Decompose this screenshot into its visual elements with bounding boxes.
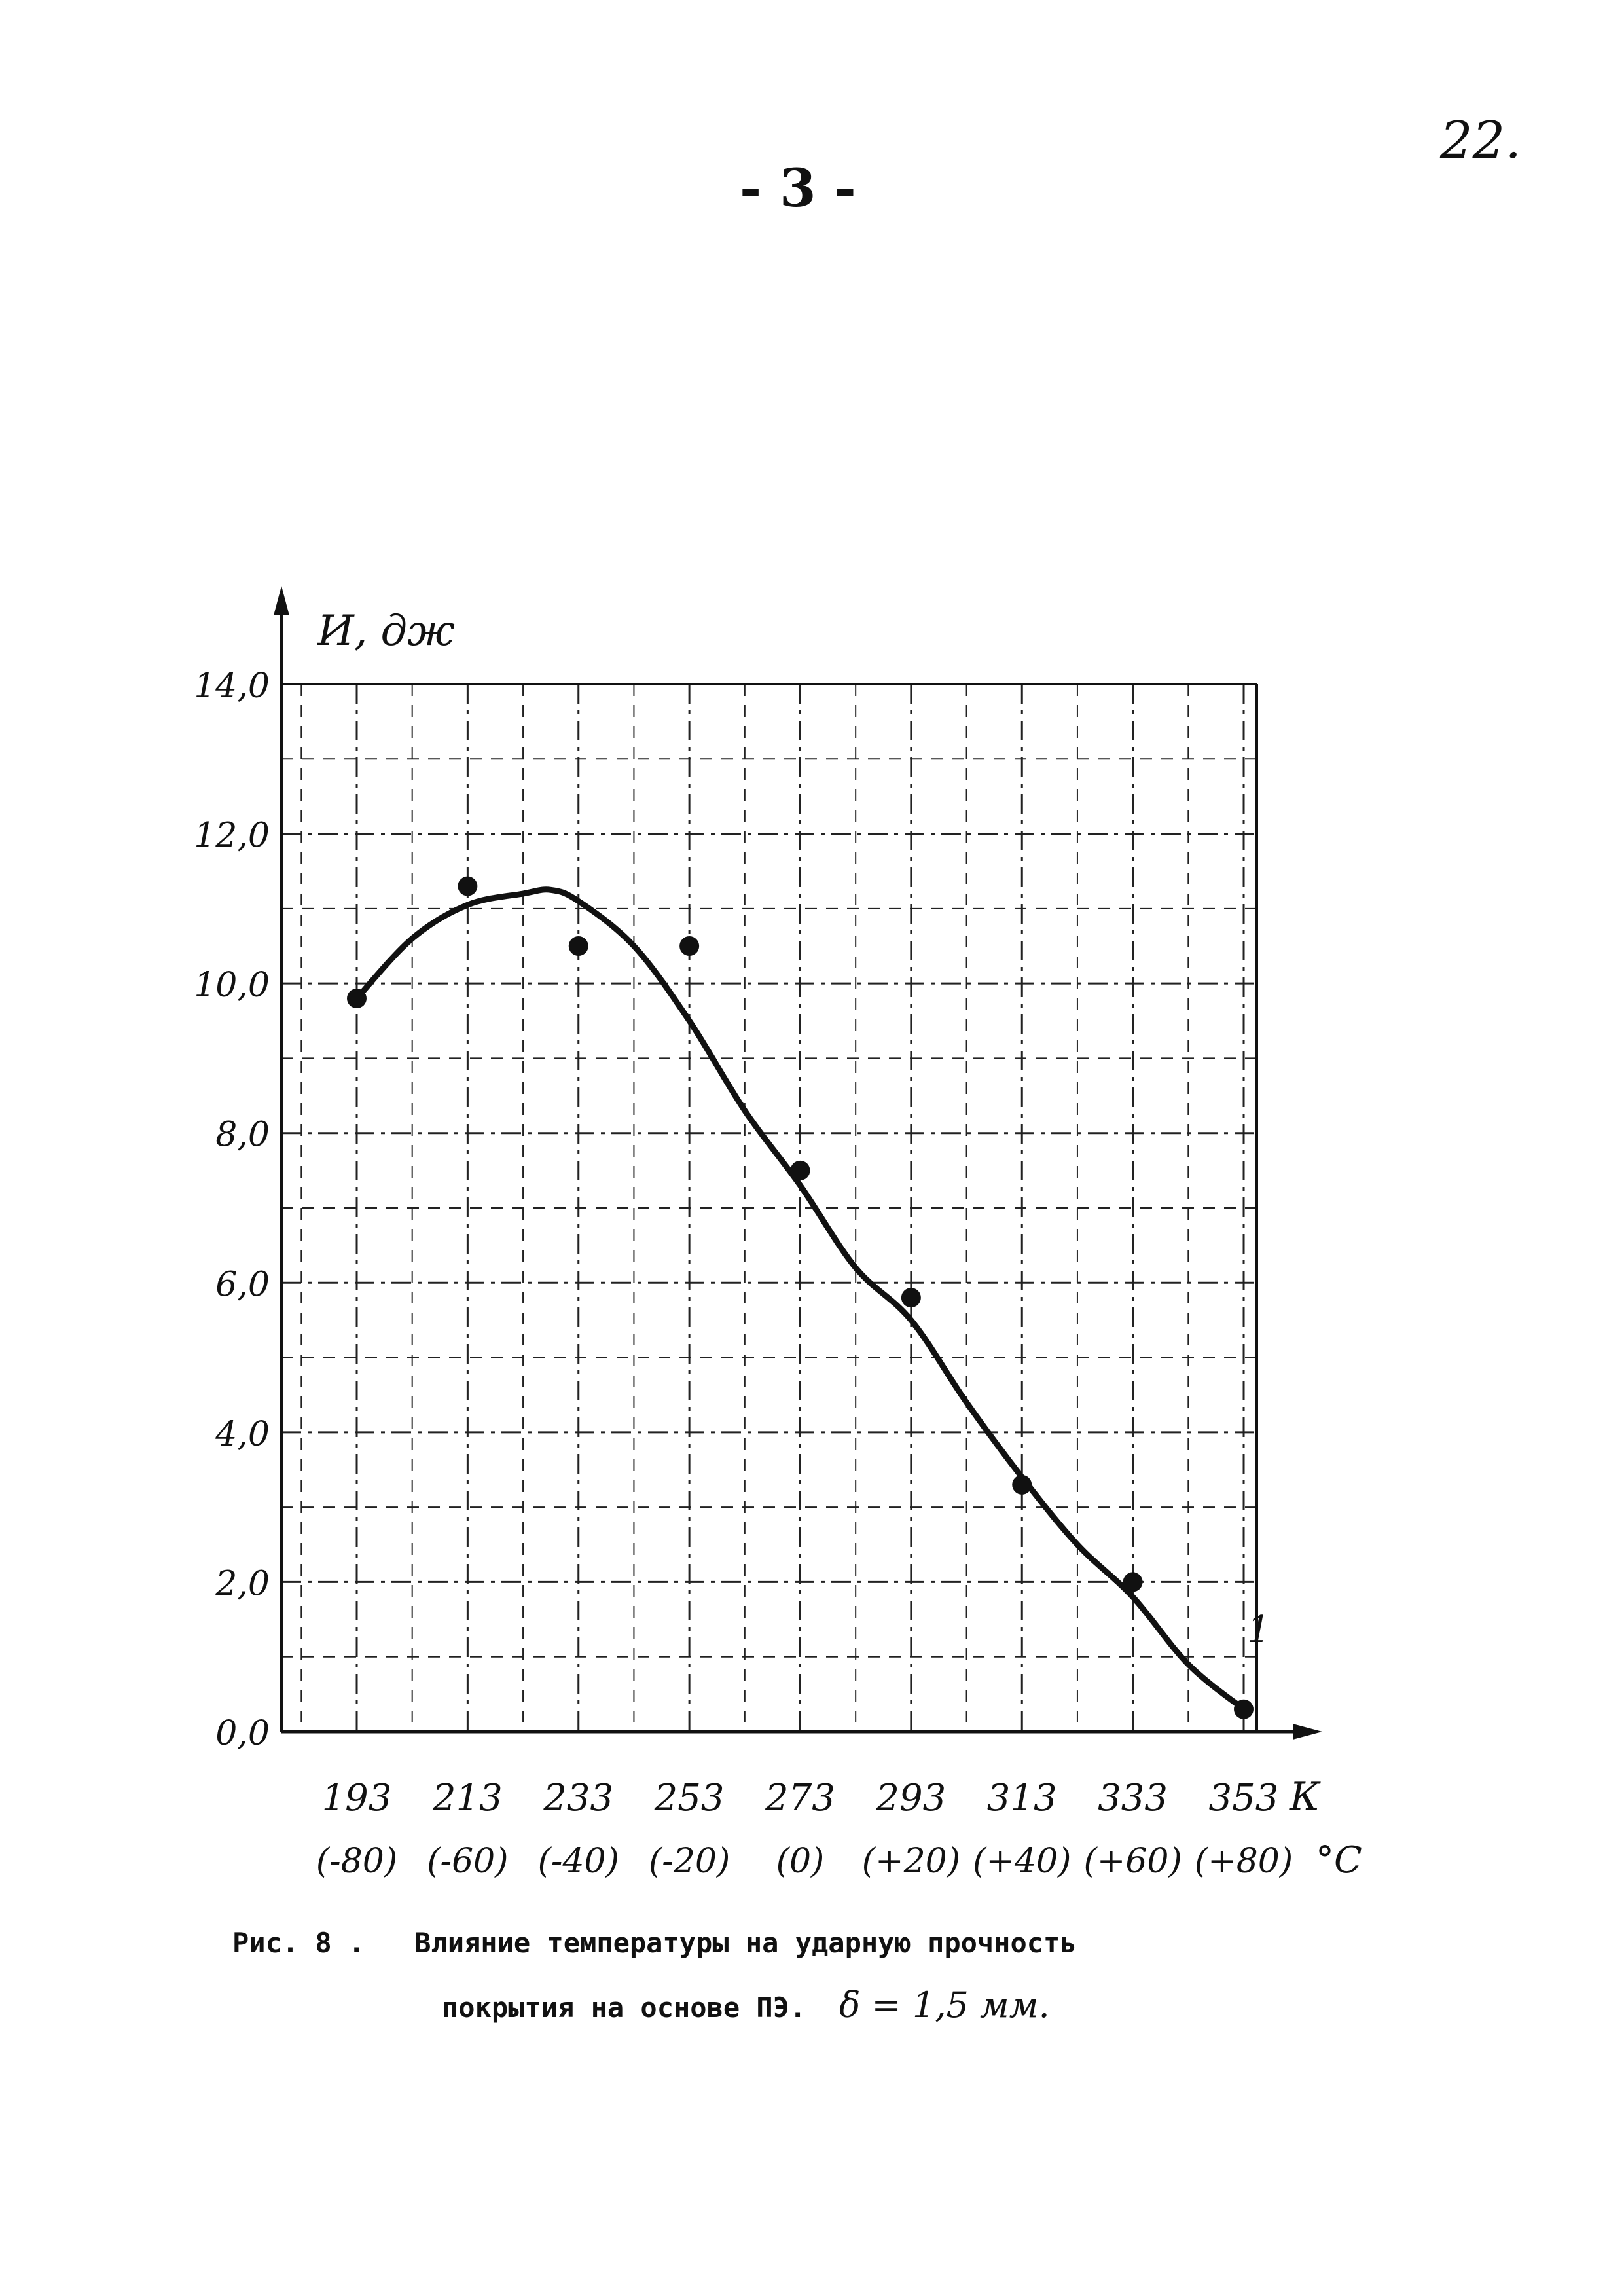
data-point xyxy=(679,936,700,956)
y-tick-label: 8,0 xyxy=(215,1116,270,1155)
caption-line2: покрытия на основе ПЭ. xyxy=(442,1992,806,2024)
x-tick-label-c: (0) xyxy=(776,1842,825,1881)
data-point xyxy=(901,1288,921,1308)
y-tick-label: 4,0 xyxy=(215,1415,270,1454)
x-tick-label-k: 293 xyxy=(875,1777,946,1819)
y-axis-arrow xyxy=(274,586,289,615)
y-tick-label: 6,0 xyxy=(215,1265,270,1304)
y-tick-label: 0,0 xyxy=(215,1714,270,1753)
data-point xyxy=(347,989,367,1008)
y-axis-label: И, дж xyxy=(317,607,455,655)
x-tick-label-c: (+80) xyxy=(1195,1842,1293,1881)
figure-caption: Рис. 8 . Влияние температуры на ударную … xyxy=(232,1912,1345,2039)
y-tick-label: 14,0 xyxy=(194,666,270,706)
x-tick-label-c: (-60) xyxy=(427,1842,508,1881)
x-tick-label-k: 213 xyxy=(432,1777,503,1819)
x-tick-label-k: 273 xyxy=(765,1777,835,1819)
data-points-group xyxy=(347,876,1254,1719)
x-tick-label-c: (-80) xyxy=(316,1842,397,1881)
x-tick-label-c: (-20) xyxy=(649,1842,730,1881)
impact-strength-chart: 0,0 2,0 4,0 6,0 8,0 10,0 12,0 14,0 193 (-80) 213 (-… xyxy=(194,586,1362,1882)
chart-ticks: 0,0 2,0 4,0 6,0 8,0 10,0 12,0 14,0 193 (-80) 213 (-… xyxy=(194,666,1293,1881)
x-tick-label-k: 193 xyxy=(322,1777,392,1819)
fit-curve-group xyxy=(353,886,1247,1713)
x-tick-label-k: 253 xyxy=(654,1777,725,1819)
x-tick-label-k: 333 xyxy=(1098,1777,1168,1819)
x-axis-unit-k: К xyxy=(1289,1774,1321,1820)
caption-thickness: δ = 1,5 мм. xyxy=(839,1984,1050,2026)
x-tick-label-k: 313 xyxy=(987,1777,1057,1819)
x-tick-label-k: 353 xyxy=(1209,1777,1279,1819)
data-point xyxy=(458,876,478,896)
fit-curve xyxy=(353,886,1247,1713)
data-point xyxy=(790,1160,810,1180)
sheet-number: - 3 - xyxy=(740,157,856,219)
y-tick-label: 10,0 xyxy=(194,966,270,1005)
caption-prefix: Рис. 8 . xyxy=(232,1927,365,1959)
x-tick-label-c: (+40) xyxy=(973,1842,1071,1881)
curve-label: 1 xyxy=(1247,1609,1271,1651)
x-axis-unit-c: °С xyxy=(1316,1839,1362,1882)
data-point xyxy=(1123,1572,1143,1592)
x-tick-label-c: (+20) xyxy=(862,1842,960,1881)
data-point xyxy=(1012,1474,1032,1495)
y-tick-label: 2,0 xyxy=(215,1564,270,1603)
caption-line1: Влияние температуры на ударную прочность xyxy=(414,1927,1077,1959)
chart-grid xyxy=(281,683,1258,1733)
data-point xyxy=(568,936,588,956)
x-tick-label-k: 233 xyxy=(543,1777,613,1819)
y-tick-label: 12,0 xyxy=(194,816,270,856)
chart-axes xyxy=(274,586,1322,1740)
x-tick-label-c: (+60) xyxy=(1083,1842,1182,1881)
page-number: 22. xyxy=(1440,111,1522,170)
x-axis-arrow xyxy=(1293,1724,1322,1740)
data-point xyxy=(1234,1699,1254,1719)
x-tick-label-c: (-40) xyxy=(538,1842,619,1881)
